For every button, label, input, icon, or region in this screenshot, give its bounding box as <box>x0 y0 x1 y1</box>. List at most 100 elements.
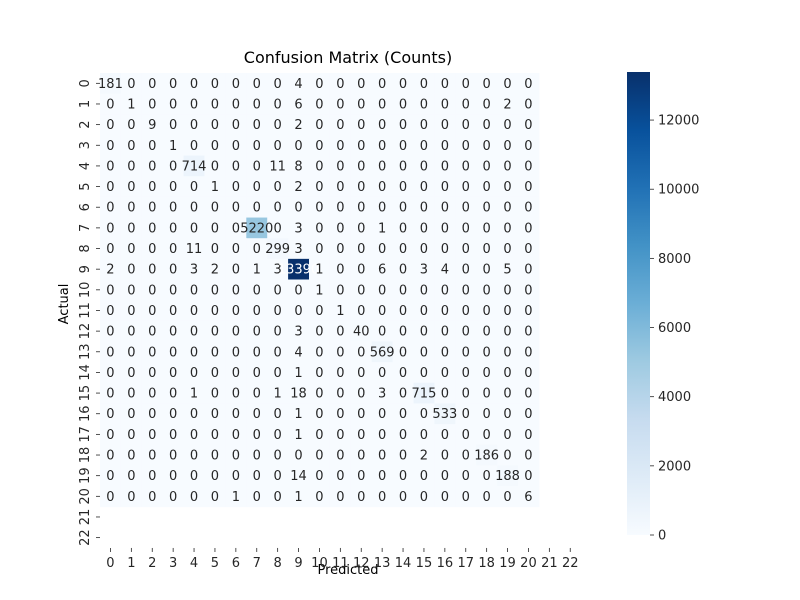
heatmap-cell-17-17 <box>455 424 477 446</box>
cell-label-0-15: 0 <box>420 77 428 92</box>
chart-title: Confusion Matrix (Counts) <box>244 48 452 67</box>
cell-label-12-10: 0 <box>315 325 323 340</box>
cell-label-5-3: 0 <box>169 180 177 195</box>
heatmap-cell-17-11 <box>329 424 352 446</box>
cell-label-13-10: 0 <box>315 345 323 360</box>
heatmap-cell-18-5 <box>204 444 226 466</box>
cell-label-11-0: 0 <box>106 304 114 319</box>
heatmap-cell-4-14 <box>392 155 414 177</box>
heatmap-cell-1-6 <box>225 93 247 115</box>
cell-label-18-16: 0 <box>441 449 449 464</box>
heatmap-cell-6-3 <box>162 196 185 219</box>
x-tick-label-9: 9 <box>294 556 302 571</box>
x-tick-label-11: 11 <box>332 556 349 571</box>
heatmap-cell-13-17 <box>455 341 477 363</box>
cell-label-2-18: 0 <box>483 118 491 133</box>
heatmap-cell-12-3 <box>162 320 185 342</box>
cell-label-0-3: 0 <box>169 77 177 92</box>
heatmap-cell-5-8 <box>267 176 289 198</box>
cell-label-7-1: 0 <box>127 221 135 236</box>
heatmap-cell-13-20 <box>518 341 540 363</box>
heatmap-cell-10-20 <box>518 279 540 301</box>
cell-label-15-17: 0 <box>462 387 470 402</box>
heatmap-cell-10-7 <box>246 279 268 301</box>
heatmap-cell-1-9 <box>288 93 310 115</box>
cell-label-18-7: 0 <box>253 449 261 464</box>
heatmap-cell-17-7 <box>246 424 268 446</box>
heatmap-cell-2-14 <box>392 114 414 136</box>
heatmap-cell-4-15 <box>413 155 435 177</box>
cell-label-4-7: 0 <box>253 159 261 174</box>
heatmap-cell-12-12 <box>350 320 373 342</box>
cell-label-5-0: 0 <box>106 180 114 195</box>
cell-label-18-19: 0 <box>503 449 511 464</box>
heatmap-cell-1-4 <box>183 93 205 115</box>
cell-label-20-0: 0 <box>106 490 114 505</box>
y-tick-label-12: 12 <box>78 323 93 340</box>
cell-label-7-15: 0 <box>420 221 428 236</box>
cell-label-9-17: 0 <box>462 263 470 278</box>
heatmap-cell-16-0 <box>100 403 122 425</box>
cell-label-18-8: 0 <box>274 449 282 464</box>
cell-label-15-14: 0 <box>399 387 407 402</box>
cell-label-5-20: 0 <box>524 180 532 195</box>
heatmap-cell-7-0 <box>100 217 122 239</box>
heatmap-cell-12-9 <box>288 320 310 342</box>
heatmap-cell-9-19 <box>497 258 519 280</box>
heatmap-cell-6-19 <box>497 196 519 219</box>
heatmap-cell-5-12 <box>350 176 373 198</box>
heatmap-cell-14-1 <box>120 362 143 384</box>
heatmap-cell-9-4 <box>183 258 205 280</box>
cell-label-16-3: 0 <box>169 407 177 422</box>
cell-label-3-18: 0 <box>483 139 491 154</box>
cell-label-11-14: 0 <box>399 304 407 319</box>
cell-label-17-10: 0 <box>315 428 323 443</box>
heatmap-cell-11-11 <box>329 300 352 322</box>
cell-label-17-15: 0 <box>420 428 428 443</box>
cell-label-11-3: 0 <box>169 304 177 319</box>
cell-label-5-12: 0 <box>357 180 365 195</box>
cell-label-0-19: 0 <box>503 77 511 92</box>
x-axis-label: Predicted <box>317 563 378 578</box>
cell-label-8-0: 0 <box>106 242 114 257</box>
cell-label-20-13: 0 <box>378 490 386 505</box>
cell-label-14-5: 0 <box>211 366 219 381</box>
heatmap-cell-19-16 <box>434 465 456 487</box>
heatmap-cell-1-10 <box>309 93 331 115</box>
heatmap-cell-18-11 <box>329 444 352 466</box>
heatmap-cell-15-17 <box>455 382 477 404</box>
heatmap-cell-18-19 <box>497 444 519 466</box>
heatmap-cell-9-12 <box>350 258 373 280</box>
x-tick-label-20: 20 <box>520 556 537 571</box>
cell-label-13-14: 0 <box>399 345 407 360</box>
heatmap-cell-7-6 <box>225 217 247 239</box>
colorbar-tick-label-6000: 6000 <box>658 321 691 336</box>
cell-label-6-15: 0 <box>420 201 428 216</box>
cell-label-13-6: 0 <box>232 345 240 360</box>
cell-label-3-2: 0 <box>148 139 156 154</box>
cell-label-9-13: 6 <box>378 263 386 278</box>
cell-label-17-1: 0 <box>127 428 135 443</box>
cell-label-3-13: 0 <box>378 139 386 154</box>
cell-label-12-4: 0 <box>190 325 198 340</box>
cell-label-9-11: 0 <box>336 263 344 278</box>
heatmap-cell-8-0 <box>100 238 122 260</box>
cell-label-3-19: 0 <box>503 139 511 154</box>
heatmap-cell-7-18 <box>476 217 498 239</box>
cell-label-4-20: 0 <box>524 159 532 174</box>
cell-label-9-8: 3 <box>274 263 282 278</box>
heatmap-cell-16-1 <box>120 403 143 425</box>
cell-label-3-15: 0 <box>420 139 428 154</box>
x-tick-label-0: 0 <box>106 556 114 571</box>
heatmap-cell-9-13 <box>371 258 394 280</box>
heatmap-cell-19-5 <box>204 465 226 487</box>
heatmap-cell-14-20 <box>518 362 540 384</box>
y-tick-label-8: 8 <box>78 244 93 252</box>
cell-label-19-4: 0 <box>190 469 198 484</box>
cell-label-16-10: 0 <box>315 407 323 422</box>
heatmap-cell-5-3 <box>162 176 185 198</box>
cell-label-17-13: 0 <box>378 428 386 443</box>
heatmap-cell-3-0 <box>100 134 122 157</box>
cell-label-11-12: 0 <box>357 304 365 319</box>
heatmap-cell-10-15 <box>413 279 435 301</box>
